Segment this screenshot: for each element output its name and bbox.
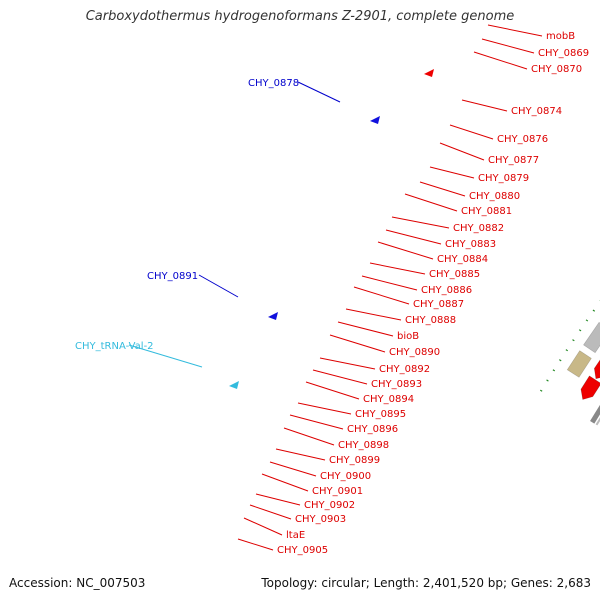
gene-label-right: CHY_0901 — [312, 486, 363, 497]
connector-line — [439, 142, 485, 161]
gene-label-right: CHY_0877 — [488, 155, 539, 166]
gene-arrow — [580, 375, 600, 400]
connector-line — [275, 448, 326, 461]
tick-dot — [585, 319, 589, 322]
connector-line — [297, 402, 352, 415]
connector-line — [243, 517, 283, 536]
tick-dot — [552, 369, 556, 372]
gene-label-right: CHY_0893 — [371, 379, 422, 390]
gene-box — [566, 350, 592, 378]
gene-label-right: CHY_0890 — [389, 347, 440, 358]
gene-arrow — [594, 359, 600, 380]
trna-marker — [229, 381, 239, 389]
tick-dot — [565, 349, 569, 352]
connector-line — [353, 286, 410, 305]
connector-line — [283, 427, 335, 446]
connector-line — [361, 275, 418, 291]
connector-line — [419, 181, 466, 197]
gene-label-right: CHY_0900 — [320, 471, 371, 482]
connector-line — [429, 166, 475, 179]
gene-label-left: CHY_0891 — [147, 271, 198, 282]
gene-label-right: CHY_0902 — [304, 500, 355, 511]
connector-line — [391, 216, 450, 229]
connector-line — [377, 241, 434, 260]
gene-label-right: CHY_0881 — [461, 206, 512, 217]
connector-line — [369, 262, 426, 275]
gene-label-right: ltaE — [286, 530, 305, 541]
connector-line — [289, 414, 344, 430]
gene-label-left: CHY_tRNA-Val-2 — [75, 341, 154, 352]
gene-label-right: CHY_0886 — [421, 285, 472, 296]
tick-dot — [539, 389, 543, 392]
connector-line — [481, 38, 535, 54]
accession-text: Accession: NC_007503 — [9, 576, 146, 590]
gene-label-right: CHY_0898 — [338, 440, 389, 451]
gene-label-right: CHY_0882 — [453, 223, 504, 234]
gene-label-right: CHY_0885 — [429, 269, 480, 280]
gene-label-right: CHY_0883 — [445, 239, 496, 250]
gene-label-right: CHY_0870 — [531, 64, 582, 75]
gene-label-right: CHY_0905 — [277, 545, 328, 556]
backbone-outer — [590, 405, 600, 424]
connector-line — [345, 308, 402, 321]
tick-dot — [578, 329, 582, 332]
gene-label-right: CHY_0884 — [437, 254, 488, 265]
connector-line — [237, 538, 274, 551]
gene-label-right: CHY_0869 — [538, 48, 589, 59]
connector-line — [255, 493, 301, 506]
gene-label-right: CHY_0876 — [497, 134, 548, 145]
tick-dot — [559, 359, 562, 362]
marker-arrow — [424, 69, 434, 77]
connector-line — [198, 274, 239, 298]
connector-line — [128, 344, 203, 368]
marker-arrow — [370, 116, 380, 124]
connector-line — [261, 473, 309, 492]
connector-line — [269, 461, 317, 477]
connector-line — [249, 504, 292, 520]
gene-label-right: CHY_0896 — [347, 424, 398, 435]
connector-line — [473, 51, 528, 70]
gene-label-right: CHY_0892 — [379, 364, 430, 375]
genome-summary: Topology: circular; Length: 2,401,520 bp… — [261, 576, 591, 590]
map-title: Carboxydothermus hydrogenoformans Z-2901… — [85, 9, 515, 24]
gene-label-right: CHY_0895 — [355, 409, 406, 420]
connector-line — [305, 381, 360, 400]
gene-label-right: CHY_0899 — [329, 455, 380, 466]
gene-label-right: CHY_0888 — [405, 315, 456, 326]
gene-label-right: CHY_0903 — [295, 514, 346, 525]
gene-label-right: CHY_0874 — [511, 106, 562, 117]
tick-dot — [592, 309, 596, 312]
gene-label-right: CHY_0894 — [363, 394, 414, 405]
gene-label-right: mobB — [546, 31, 575, 42]
gene-label-right: CHY_0879 — [478, 173, 529, 184]
connector-line — [487, 24, 543, 37]
connector-line — [319, 357, 376, 370]
tick-dot — [546, 379, 549, 382]
connector-line — [329, 334, 386, 353]
gene-label-right: CHY_0880 — [469, 191, 520, 202]
connector-line — [297, 81, 341, 103]
gene-box — [583, 321, 600, 354]
gene-label-right: CHY_0887 — [413, 299, 464, 310]
gene-label-right: bioB — [397, 331, 419, 342]
connector-line — [337, 321, 394, 337]
connector-line — [312, 369, 368, 385]
inner-tick-ring — [539, 300, 600, 392]
gene-label-left: CHY_0878 — [248, 78, 299, 89]
connector-line — [461, 99, 508, 112]
connector-line — [385, 229, 442, 245]
connector-line — [404, 193, 458, 212]
tick-dot — [572, 339, 575, 342]
connector-line — [449, 124, 494, 140]
marker-arrow — [268, 312, 278, 320]
